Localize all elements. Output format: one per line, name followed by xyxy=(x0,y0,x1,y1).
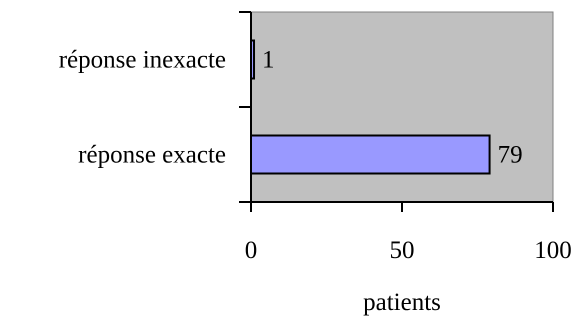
data-label: 1 xyxy=(262,47,275,74)
bar xyxy=(250,134,491,175)
x-axis-label: patients xyxy=(363,289,441,316)
x-tick-label: 50 xyxy=(390,237,415,264)
x-tick-label: 100 xyxy=(534,237,572,264)
axes-layer xyxy=(239,11,554,212)
category-label: réponse inexacte xyxy=(59,47,226,74)
data-label: 79 xyxy=(498,142,523,169)
x-tick-label: 0 xyxy=(245,237,258,264)
bars-layer xyxy=(250,39,491,175)
labels-layer: réponse inexacte 1 réponse exacte 79 0 50 100 xyxy=(59,47,572,265)
category-label: réponse exacte xyxy=(78,142,226,169)
